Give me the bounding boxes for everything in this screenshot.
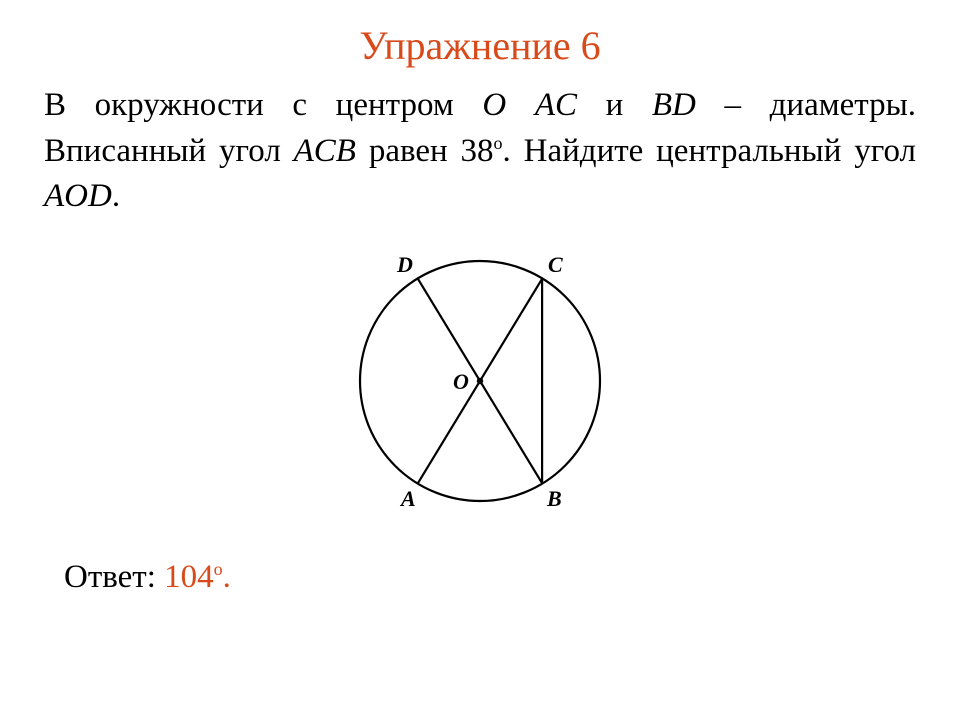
exercise-title: Упражнение 6: [36, 22, 924, 69]
degree-symbol: о: [214, 559, 223, 579]
text-fragment: и: [577, 87, 652, 123]
slide: Упражнение 6 В окружности с центром O AC…: [0, 0, 960, 720]
text-fragment: равен 38: [356, 133, 494, 169]
degree-symbol: о: [494, 133, 503, 153]
geometry-figure: A C B D O: [315, 226, 645, 529]
text-fragment: [506, 87, 535, 123]
answer-period: .: [223, 559, 231, 595]
var-ac: AC: [535, 87, 577, 123]
answer-label: Ответ:: [64, 559, 164, 595]
var-o: O: [482, 87, 506, 123]
text-fragment: В окружности с центром: [44, 87, 482, 123]
text-fragment: . Найдите центральный угол: [503, 133, 916, 169]
var-aod: AOD: [44, 178, 112, 214]
figure-container: A C B D O: [36, 226, 924, 529]
svg-text:D: D: [396, 252, 413, 277]
answer-number: 104: [164, 559, 214, 595]
svg-text:A: A: [399, 486, 416, 511]
var-acb: ACB: [294, 133, 356, 169]
problem-text: В окружности с центром O AC и BD – диаме…: [44, 83, 916, 220]
svg-text:C: C: [548, 252, 563, 277]
circle-diagram-svg: A C B D O: [315, 226, 645, 524]
svg-text:O: O: [453, 369, 469, 394]
svg-text:B: B: [546, 486, 562, 511]
var-bd: BD: [652, 87, 696, 123]
answer-value: 104о.: [164, 559, 231, 595]
answer-line: Ответ: 104о.: [64, 559, 924, 596]
text-fragment: .: [112, 178, 120, 214]
